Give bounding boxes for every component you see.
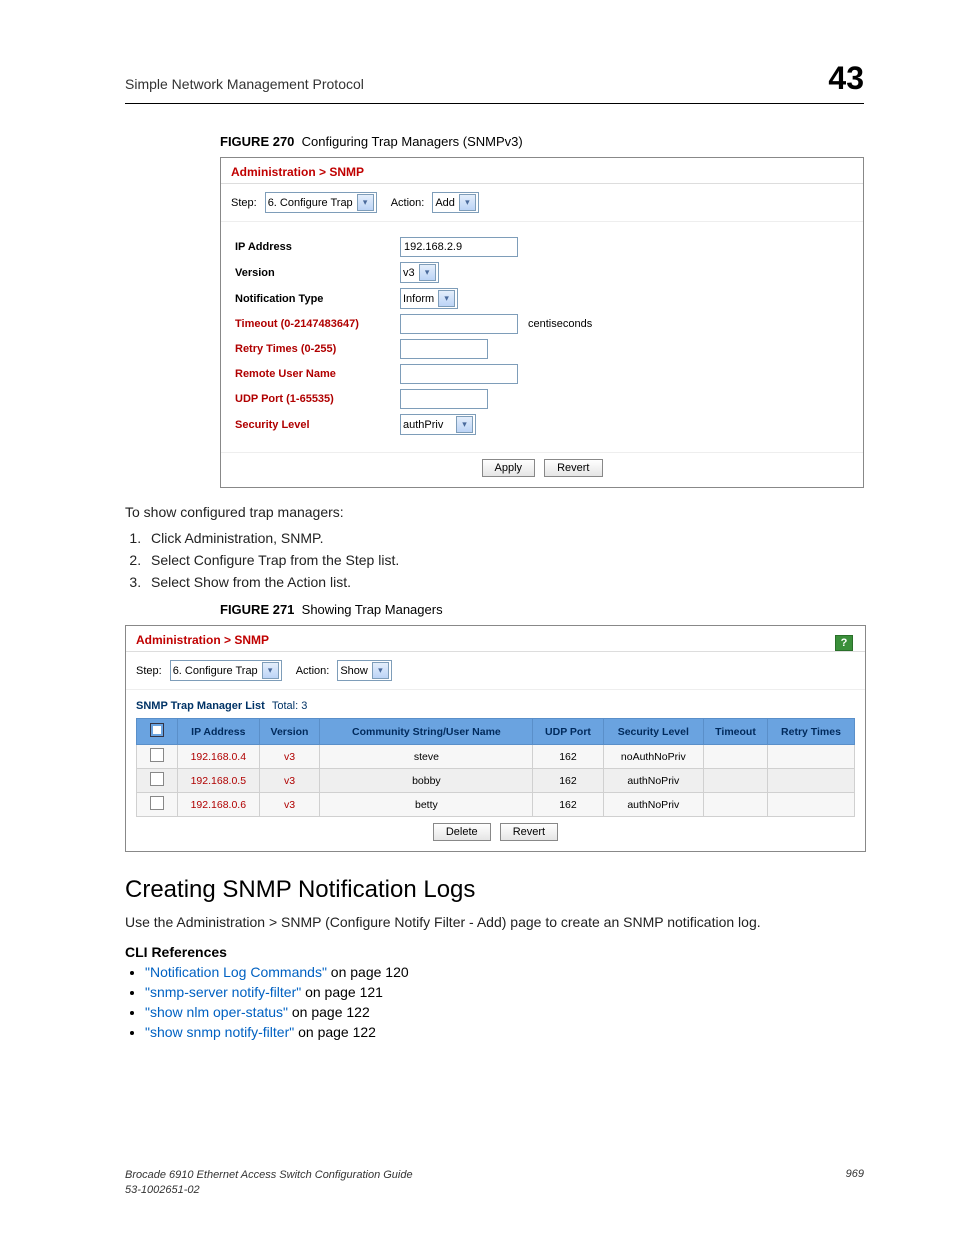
figure271-panel: Administration > SNMP ? Step: 6. Configu… [125,625,866,852]
chevron-down-icon: ▾ [419,264,436,281]
list-item: "Notification Log Commands" on page 120 [145,964,864,980]
table-row: 192.168.0.4 v3 steve 162 noAuthNoPriv [137,745,855,769]
revert-button[interactable]: Revert [544,459,602,477]
footer-line1: Brocade 6910 Ethernet Access Switch Conf… [125,1168,413,1182]
notif-select[interactable]: Inform▾ [400,288,458,309]
row-checkbox[interactable] [150,748,164,762]
cli-refs-list: "Notification Log Commands" on page 120"… [125,964,864,1040]
version-select[interactable]: v3▾ [400,262,439,283]
table-row: 192.168.0.6 v3 betty 162 authNoPriv [137,793,855,817]
chevron-down-icon: ▾ [438,290,455,307]
col-user: Community String/User Name [320,719,533,745]
list-item: Click Administration, SNMP. [145,530,864,546]
udp-input[interactable] [400,389,488,409]
list-item: "show nlm oper-status" on page 122 [145,1004,864,1020]
chevron-down-icon: ▾ [456,416,473,433]
row-checkbox[interactable] [150,796,164,810]
action-select[interactable]: Add▾ [432,192,479,213]
apply-button[interactable]: Apply [482,459,536,477]
udp-label: UDP Port (1-65535) [235,393,400,405]
cli-link[interactable]: "snmp-server notify-filter" [145,984,301,1000]
cli-link[interactable]: "show snmp notify-filter" [145,1024,294,1040]
step2-select[interactable]: 6. Configure Trap▾ [170,660,282,681]
footer-page: 969 [846,1168,864,1197]
ip-input[interactable] [400,237,518,257]
help-icon[interactable]: ? [835,635,853,651]
col-sec: Security Level [603,719,703,745]
sec-select[interactable]: authPriv▾ [400,414,476,435]
step-label: Step: [231,197,257,209]
revert2-button[interactable]: Revert [500,823,558,841]
chevron-down-icon: ▾ [372,662,389,679]
action2-select[interactable]: Show▾ [337,660,392,681]
list-item: Select Configure Trap from the Step list… [145,552,864,568]
action-label: Action: [391,197,425,209]
trap-table: IP Address Version Community String/User… [136,718,855,817]
chevron-down-icon: ▾ [459,194,476,211]
col-ip: IP Address [178,719,260,745]
timeout-input[interactable] [400,314,518,334]
delete-button[interactable]: Delete [433,823,491,841]
col-version: Version [259,719,320,745]
steps-list: Click Administration, SNMP. Select Confi… [125,530,864,590]
notif-label: Notification Type [235,293,400,305]
panel1-breadcrumb: Administration > SNMP [221,158,863,184]
retry-label: Retry Times (0-255) [235,343,400,355]
chapter-number: 43 [828,60,864,97]
intro-text: To show configured trap managers: [125,504,864,520]
remote-input[interactable] [400,364,518,384]
remote-label: Remote User Name [235,368,400,380]
panel2-breadcrumb: Administration > SNMP [136,633,269,647]
section-para: Use the Administration > SNMP (Configure… [125,914,864,930]
list-title: SNMP Trap Manager List Total: 3 [126,690,865,718]
version-label: Version [235,267,400,279]
retry-input[interactable] [400,339,488,359]
action2-label: Action: [296,665,330,677]
figure270-panel: Administration > SNMP Step: 6. Configure… [220,157,864,488]
section-title: Creating SNMP Notification Logs [125,876,864,904]
list-item: "show snmp notify-filter" on page 122 [145,1024,864,1040]
col-port: UDP Port [533,719,603,745]
col-timeout: Timeout [704,719,768,745]
list-item: Select Show from the Action list. [145,574,864,590]
col-retry: Retry Times [768,719,855,745]
header-title: Simple Network Management Protocol [125,76,364,92]
figure271-caption: FIGURE 271 Showing Trap Managers [220,602,864,617]
ip-label: IP Address [235,241,400,253]
step2-label: Step: [136,665,162,677]
table-row: 192.168.0.5 v3 bobby 162 authNoPriv [137,769,855,793]
cli-link[interactable]: "Notification Log Commands" [145,964,327,980]
timeout-suffix: centiseconds [528,318,592,330]
timeout-label: Timeout (0-2147483647) [235,318,400,330]
step-select[interactable]: 6. Configure Trap▾ [265,192,377,213]
chevron-down-icon: ▾ [357,194,374,211]
cli-link[interactable]: "show nlm oper-status" [145,1004,288,1020]
cli-refs-title: CLI References [125,944,864,960]
row-checkbox[interactable] [150,772,164,786]
select-all-checkbox[interactable] [150,723,164,737]
sec-label: Security Level [235,419,400,431]
chevron-down-icon: ▾ [262,662,279,679]
footer-line2: 53-1002651-02 [125,1183,413,1197]
list-item: "snmp-server notify-filter" on page 121 [145,984,864,1000]
figure270-caption: FIGURE 270 Configuring Trap Managers (SN… [220,134,864,149]
